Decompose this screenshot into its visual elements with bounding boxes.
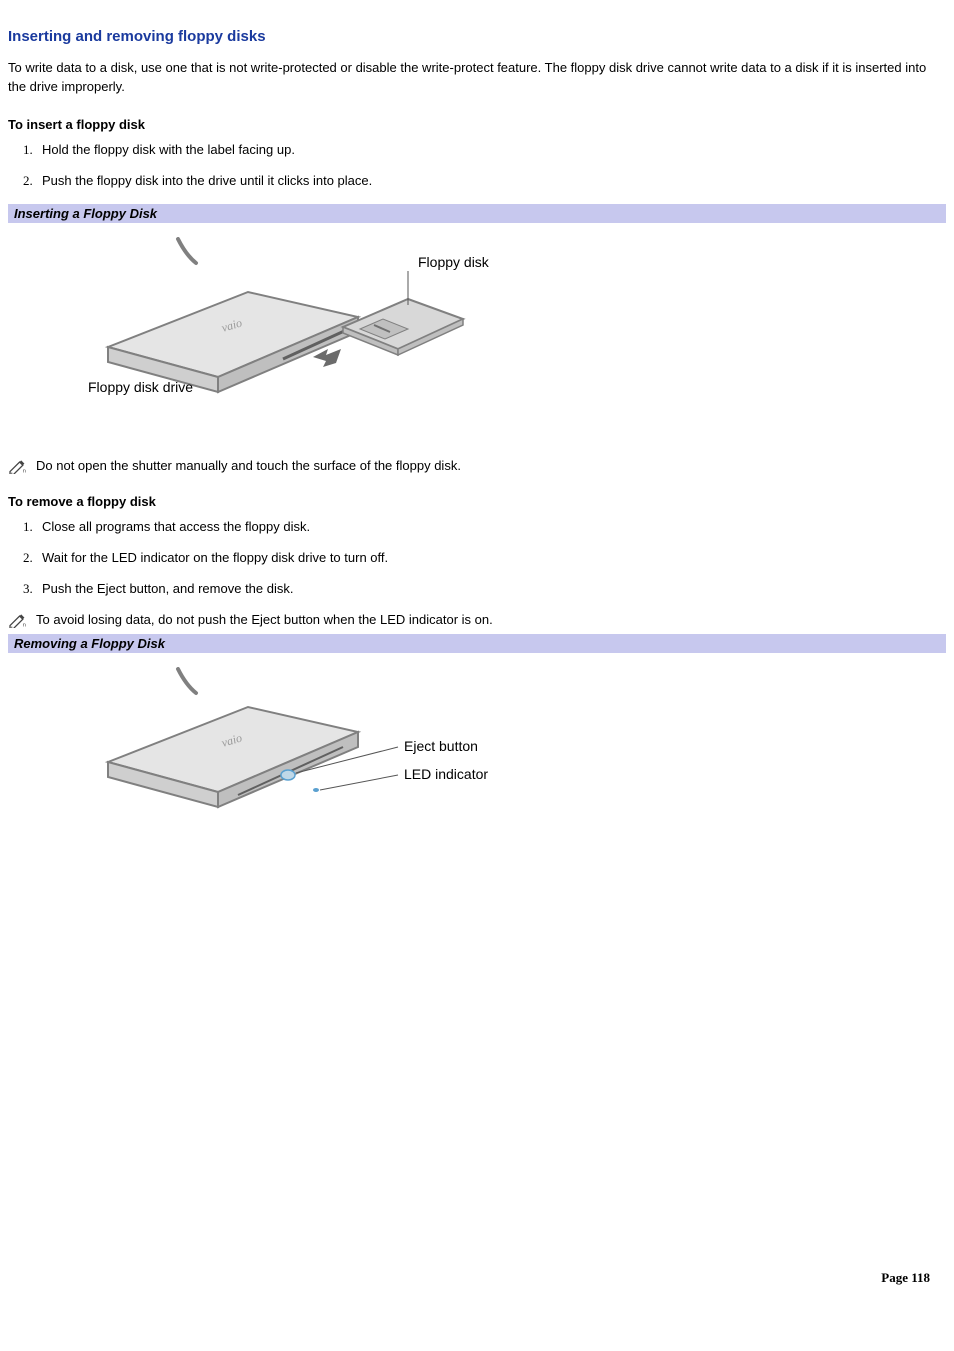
label-floppy-disk: Floppy disk <box>418 254 490 270</box>
note-icon: n <box>8 458 28 474</box>
figure2-caption-band: Removing a Floppy Disk <box>8 634 946 653</box>
list-item: Push the floppy disk into the drive unti… <box>36 173 946 188</box>
figure1: vaio Floppy disk Floppy disk drive <box>8 223 946 430</box>
remove-heading: To remove a floppy disk <box>8 494 946 509</box>
inserting-floppy-diagram: vaio Floppy disk Floppy disk drive <box>68 237 508 407</box>
list-item: Close all programs that access the flopp… <box>36 519 946 534</box>
page-number: Page 118 <box>8 1270 946 1286</box>
figure1-caption-band: Inserting a Floppy Disk <box>8 204 946 223</box>
list-item: Hold the floppy disk with the label faci… <box>36 142 946 157</box>
note2-row: n To avoid losing data, do not push the … <box>8 612 946 628</box>
note1-text: Do not open the shutter manually and tou… <box>36 458 461 473</box>
insert-steps-list: Hold the floppy disk with the label faci… <box>36 142 946 188</box>
page-footer: Page 118 <box>8 1270 946 1286</box>
list-item: Push the Eject button, and remove the di… <box>36 581 946 596</box>
list-item: Wait for the LED indicator on the floppy… <box>36 550 946 565</box>
remove-steps-list: Close all programs that access the flopp… <box>36 519 946 596</box>
insert-heading: To insert a floppy disk <box>8 117 946 132</box>
label-led-indicator: LED indicator <box>404 766 488 782</box>
label-floppy-drive: Floppy disk drive <box>88 379 193 395</box>
document-page: Inserting and removing floppy disks To w… <box>0 0 954 1294</box>
svg-text:n: n <box>23 468 26 474</box>
label-eject-button: Eject button <box>404 738 478 754</box>
note2-text: To avoid losing data, do not push the Ej… <box>36 612 493 627</box>
page-title: Inserting and removing floppy disks <box>8 28 946 45</box>
intro-paragraph: To write data to a disk, use one that is… <box>8 59 946 97</box>
note1-row: n Do not open the shutter manually and t… <box>8 458 946 474</box>
removing-floppy-diagram: vaio Eject button LED indicator <box>68 667 508 817</box>
note-icon: n <box>8 612 28 628</box>
svg-text:n: n <box>23 622 26 628</box>
figure2: vaio Eject button LED indicator <box>8 653 946 840</box>
